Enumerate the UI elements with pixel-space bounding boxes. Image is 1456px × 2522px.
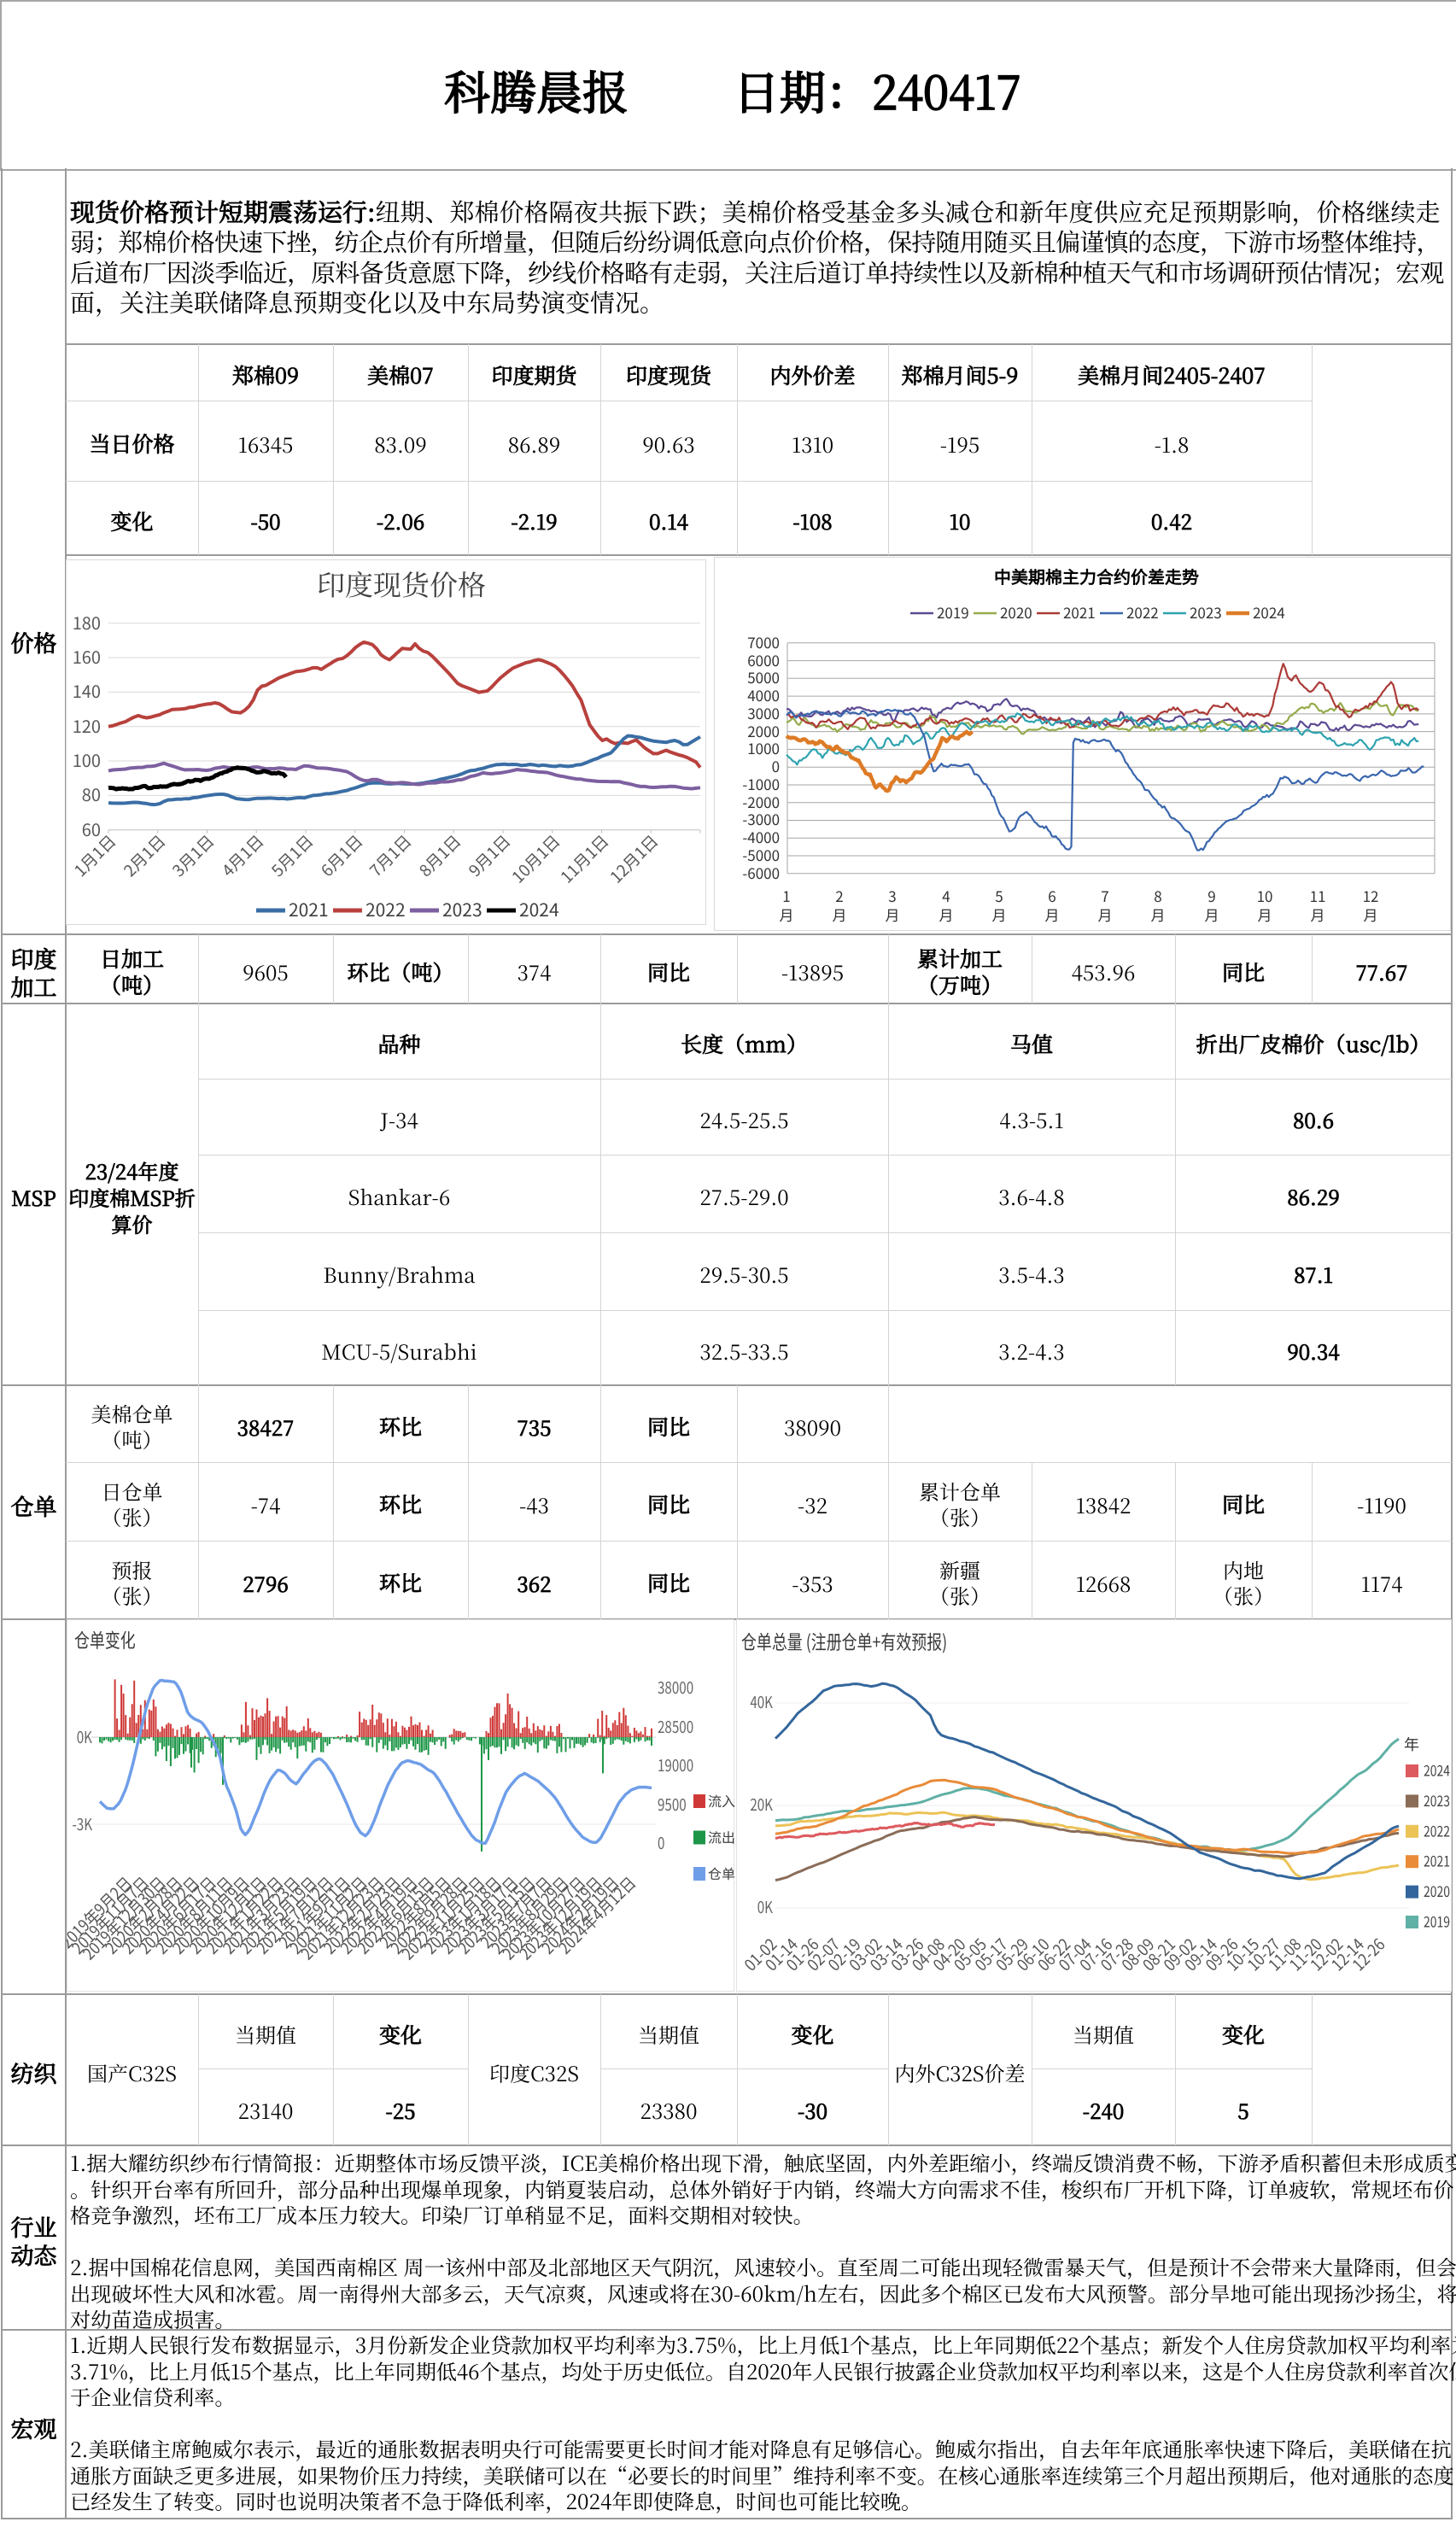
svg-text:中美期棉主力合约价差走势: 中美期棉主力合约价差走势 bbox=[994, 564, 1199, 588]
svg-text:仓单总量 (注册仓单+有效预报): 仓单总量 (注册仓单+有效预报) bbox=[741, 1626, 947, 1654]
svg-text:8: 8 bbox=[1154, 885, 1161, 906]
svg-text:-6000: -6000 bbox=[742, 862, 780, 883]
svg-text:月: 月 bbox=[1311, 904, 1325, 925]
svg-text:印度现货价格: 印度现货价格 bbox=[317, 564, 486, 604]
svg-text:2023: 2023 bbox=[1424, 1790, 1450, 1811]
svg-text:10: 10 bbox=[1257, 885, 1273, 906]
svg-text:流出: 流出 bbox=[708, 1827, 735, 1847]
svg-text:140: 140 bbox=[73, 678, 101, 703]
svg-text:月: 月 bbox=[1205, 904, 1219, 925]
svg-text:2019: 2019 bbox=[937, 601, 969, 623]
svg-text:0: 0 bbox=[658, 1830, 664, 1854]
svg-text:80: 80 bbox=[82, 781, 101, 806]
svg-text:2022: 2022 bbox=[1126, 601, 1159, 623]
svg-text:6: 6 bbox=[1048, 885, 1055, 906]
svg-text:2020: 2020 bbox=[1424, 1881, 1450, 1902]
svg-text:19000: 19000 bbox=[658, 1753, 693, 1776]
svg-text:月: 月 bbox=[780, 904, 794, 925]
svg-text:5: 5 bbox=[995, 885, 1003, 906]
svg-text:-2000: -2000 bbox=[742, 791, 780, 812]
svg-text:160: 160 bbox=[73, 644, 101, 669]
svg-text:2: 2 bbox=[835, 885, 843, 906]
svg-text:月: 月 bbox=[886, 904, 900, 925]
svg-text:180: 180 bbox=[73, 610, 101, 635]
svg-text:仓单: 仓单 bbox=[708, 1863, 735, 1883]
svg-text:月: 月 bbox=[833, 904, 847, 925]
svg-text:38000: 38000 bbox=[658, 1675, 693, 1699]
svg-text:2022: 2022 bbox=[1424, 1821, 1450, 1841]
svg-text:-3K: -3K bbox=[72, 1811, 92, 1835]
svg-text:仓单变化: 仓单变化 bbox=[74, 1624, 136, 1653]
svg-text:4000: 4000 bbox=[747, 684, 780, 705]
svg-text:月: 月 bbox=[992, 904, 1007, 925]
svg-text:7000: 7000 bbox=[747, 631, 780, 652]
svg-text:-5000: -5000 bbox=[742, 844, 780, 865]
svg-text:9500: 9500 bbox=[658, 1792, 687, 1816]
svg-text:28500: 28500 bbox=[658, 1714, 693, 1738]
svg-text:0K: 0K bbox=[757, 1894, 774, 1918]
svg-text:月: 月 bbox=[1151, 904, 1166, 925]
svg-text:3: 3 bbox=[888, 885, 896, 906]
svg-text:20K: 20K bbox=[750, 1792, 773, 1816]
svg-text:2023: 2023 bbox=[1190, 601, 1222, 623]
svg-text:3000: 3000 bbox=[747, 702, 780, 723]
svg-text:2021: 2021 bbox=[1424, 1851, 1450, 1871]
svg-text:2024: 2024 bbox=[1253, 601, 1285, 623]
svg-text:2019: 2019 bbox=[1424, 1911, 1450, 1932]
svg-text:40K: 40K bbox=[750, 1689, 773, 1713]
svg-text:100: 100 bbox=[73, 747, 101, 772]
svg-text:2000: 2000 bbox=[747, 720, 780, 741]
svg-text:2024: 2024 bbox=[1424, 1760, 1450, 1781]
svg-text:2024: 2024 bbox=[519, 897, 559, 922]
svg-text:4: 4 bbox=[942, 885, 950, 906]
svg-text:2020: 2020 bbox=[1000, 601, 1032, 623]
svg-text:月: 月 bbox=[1098, 904, 1113, 925]
svg-text:2022: 2022 bbox=[365, 897, 406, 922]
svg-text:月: 月 bbox=[1045, 904, 1060, 925]
svg-text:2023: 2023 bbox=[442, 897, 482, 922]
svg-text:月: 月 bbox=[1364, 904, 1378, 925]
svg-text:月: 月 bbox=[1258, 904, 1272, 925]
svg-text:0: 0 bbox=[772, 755, 780, 776]
svg-text:7: 7 bbox=[1101, 885, 1108, 906]
svg-text:2021: 2021 bbox=[1063, 601, 1096, 623]
svg-text:5000: 5000 bbox=[747, 666, 780, 688]
svg-text:月: 月 bbox=[939, 904, 954, 925]
svg-text:12: 12 bbox=[1363, 885, 1379, 906]
svg-text:年: 年 bbox=[1404, 1733, 1419, 1755]
svg-text:1: 1 bbox=[782, 885, 790, 906]
svg-text:0K: 0K bbox=[77, 1724, 93, 1748]
svg-text:6000: 6000 bbox=[747, 649, 780, 670]
svg-text:流入: 流入 bbox=[708, 1790, 735, 1811]
svg-text:1000: 1000 bbox=[747, 737, 780, 758]
svg-text:9: 9 bbox=[1207, 885, 1215, 906]
svg-text:120: 120 bbox=[73, 713, 101, 738]
svg-text:-4000: -4000 bbox=[742, 826, 780, 847]
svg-text:-1000: -1000 bbox=[742, 773, 780, 794]
svg-text:60: 60 bbox=[82, 816, 101, 841]
svg-text:-3000: -3000 bbox=[742, 808, 780, 829]
svg-text:2021: 2021 bbox=[289, 897, 329, 922]
svg-text:11: 11 bbox=[1310, 885, 1326, 906]
